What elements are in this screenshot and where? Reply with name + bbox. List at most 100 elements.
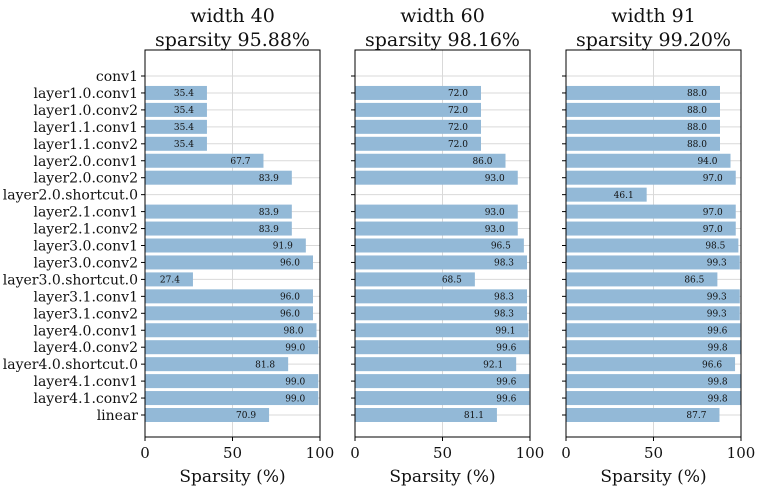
bar	[566, 136, 720, 151]
bar-value-label: 99.0	[285, 377, 305, 387]
bar-value-label: 99.3	[707, 259, 727, 269]
x-tick-label: 0	[561, 444, 571, 462]
bar	[145, 289, 313, 304]
panel-title-sparsity: sparsity 98.16%	[365, 29, 520, 51]
bar-value-label: 87.7	[686, 411, 706, 421]
bar	[355, 272, 475, 287]
category-label: layer1.0.conv1	[33, 86, 138, 102]
bar-value-label: 96.6	[702, 360, 722, 370]
bar	[566, 357, 736, 372]
bar-value-label: 35.4	[174, 106, 194, 116]
category-label: layer2.1.conv1	[33, 205, 138, 221]
bar	[566, 102, 720, 117]
x-tick-label: 100	[727, 444, 756, 462]
bar	[566, 204, 736, 219]
bar	[566, 391, 741, 406]
bar	[566, 323, 741, 338]
panel-title-width: width 60	[400, 5, 485, 27]
bar	[355, 170, 518, 185]
bar	[145, 255, 313, 270]
bar	[145, 391, 319, 406]
bar-value-label: 92.1	[483, 360, 503, 370]
bar-value-label: 72.0	[448, 89, 468, 99]
bar-value-label: 86.5	[684, 276, 704, 286]
x-tick-label: 100	[306, 444, 335, 462]
bar	[145, 85, 207, 100]
bar	[145, 408, 270, 422]
bar	[355, 221, 518, 236]
category-label: layer4.0.shortcut.0	[3, 357, 138, 373]
bar	[145, 136, 207, 151]
bar-value-label: 97.0	[703, 208, 723, 218]
category-label: layer1.1.conv1	[33, 120, 138, 136]
x-axis-label: Sparsity (%)	[389, 467, 495, 487]
bar	[355, 357, 517, 372]
bar	[355, 289, 528, 304]
x-tick-label: 0	[350, 444, 360, 462]
bar	[145, 357, 289, 372]
bar-value-label: 98.3	[494, 310, 514, 320]
bar	[566, 289, 740, 304]
bar-value-label: 98.3	[494, 293, 514, 303]
bar	[145, 306, 313, 321]
bar	[566, 187, 647, 202]
bar	[145, 374, 319, 389]
bar	[145, 272, 193, 287]
bar-value-label: 83.9	[259, 174, 279, 184]
bar-value-label: 35.4	[174, 89, 194, 99]
bar-value-label: 91.9	[273, 242, 293, 252]
bar	[566, 374, 741, 389]
bar-value-label: 72.0	[448, 106, 468, 116]
category-label: layer2.0.conv2	[33, 171, 138, 187]
bar	[355, 85, 481, 100]
category-label: layer3.1.conv2	[33, 306, 138, 322]
bar-value-label: 72.0	[448, 123, 468, 133]
bar-value-label: 88.0	[687, 89, 707, 99]
bar	[145, 153, 264, 168]
bar	[566, 221, 736, 236]
bar	[355, 306, 528, 321]
bar	[355, 255, 528, 270]
bar-value-label: 88.0	[687, 106, 707, 116]
bar-value-label: 67.7	[230, 157, 250, 167]
bar-value-label: 99.3	[707, 310, 727, 320]
category-label: layer3.0.conv1	[33, 239, 138, 255]
bar	[355, 374, 530, 389]
bar-value-label: 70.9	[236, 411, 256, 421]
bar-value-label: 93.0	[485, 174, 505, 184]
bar	[145, 102, 207, 117]
bar-value-label: 99.8	[708, 377, 728, 387]
bar	[145, 221, 292, 236]
bar	[355, 102, 481, 117]
bar	[355, 340, 530, 355]
bar-value-label: 99.6	[707, 326, 727, 336]
category-label: layer2.1.conv2	[33, 222, 138, 238]
bar-value-label: 88.0	[687, 123, 707, 133]
x-axis-label: Sparsity (%)	[179, 467, 285, 487]
bar-value-label: 97.0	[703, 174, 723, 184]
category-label: layer4.1.conv1	[33, 374, 138, 390]
bar	[566, 255, 740, 270]
bar-value-label: 99.3	[707, 293, 727, 303]
bar	[355, 323, 529, 338]
bar	[566, 306, 740, 321]
bar-value-label: 96.5	[491, 242, 511, 252]
bar	[566, 153, 731, 168]
x-tick-label: 0	[140, 444, 150, 462]
bar-value-label: 93.0	[485, 208, 505, 218]
bar-value-label: 93.0	[485, 225, 505, 235]
bar	[145, 170, 292, 185]
bar-value-label: 99.8	[708, 394, 728, 404]
category-label: layer3.0.shortcut.0	[3, 272, 138, 288]
bar	[355, 391, 530, 406]
bar	[145, 238, 306, 253]
category-label: layer4.1.conv2	[33, 391, 138, 407]
bar-value-label: 96.0	[280, 293, 300, 303]
bar	[145, 119, 207, 134]
bar-value-label: 98.0	[283, 326, 303, 336]
bar-value-label: 99.6	[496, 394, 516, 404]
